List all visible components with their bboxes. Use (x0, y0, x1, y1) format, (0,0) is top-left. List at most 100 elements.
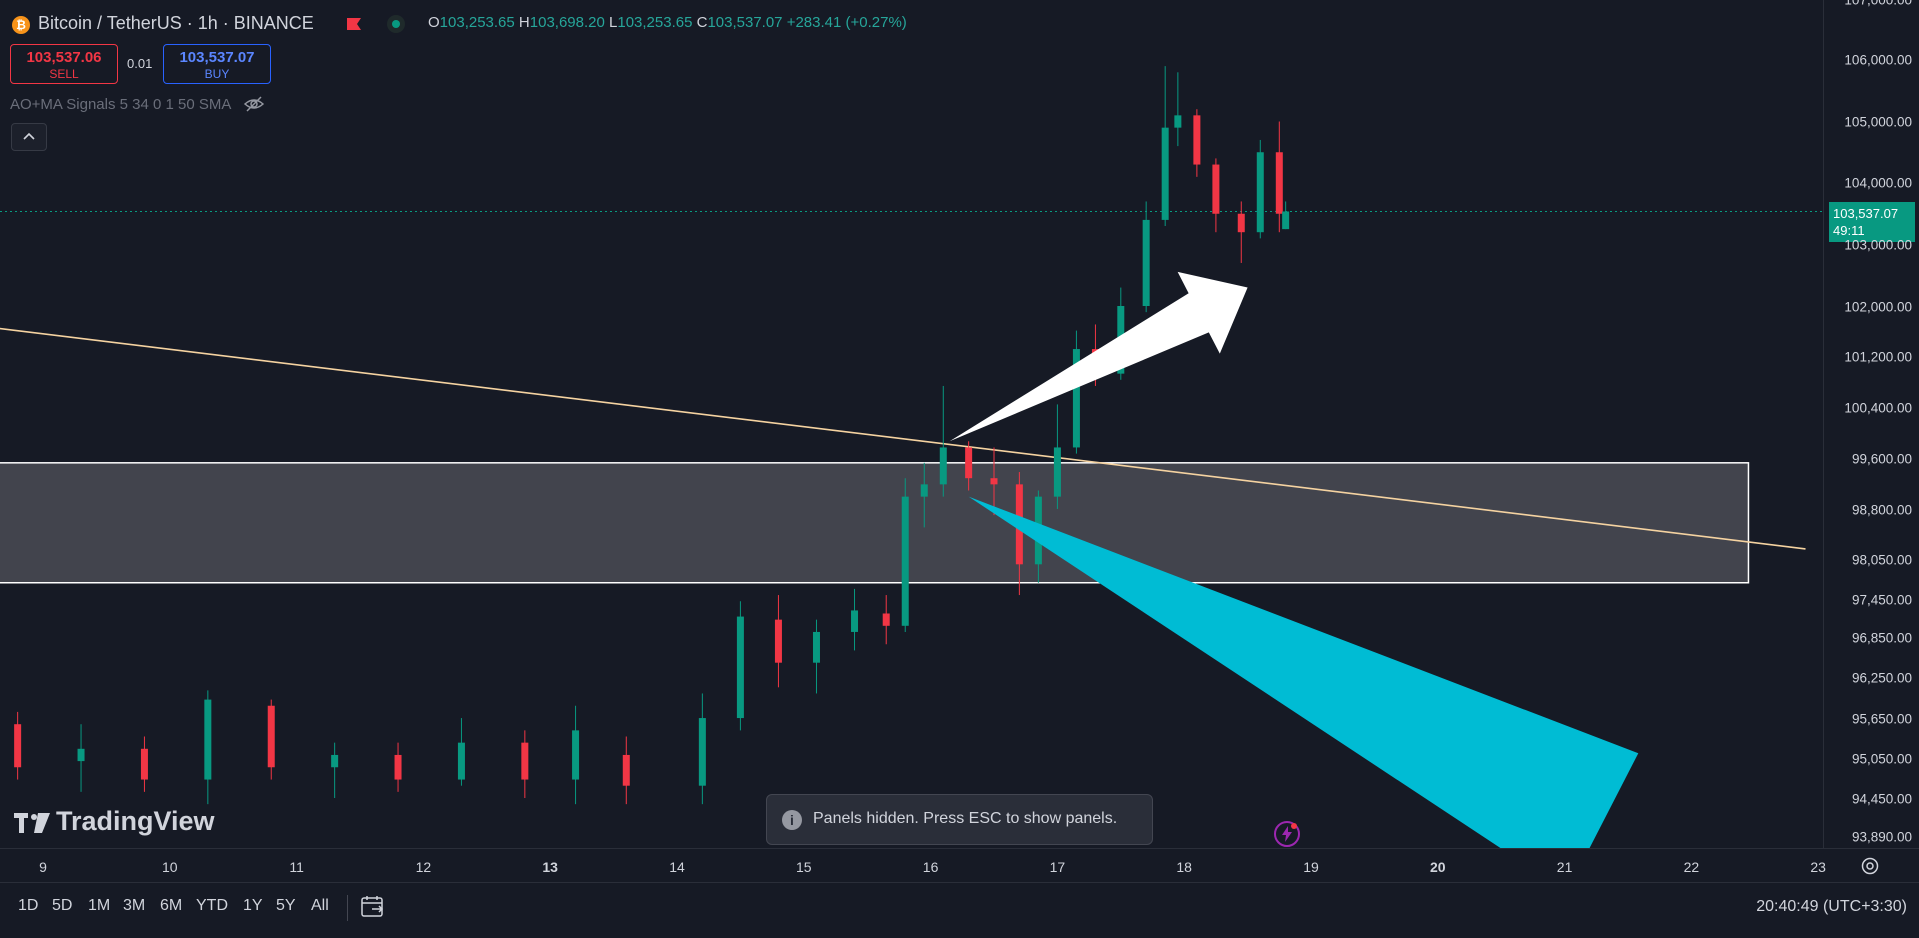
price-tick-label: 94,450.00 (1851, 791, 1912, 807)
time-tick-label: 22 (1683, 859, 1700, 875)
price-tick-label: 95,050.00 (1851, 751, 1912, 767)
candle-body (331, 754, 339, 768)
candle-countdown: 49:11 (1833, 223, 1865, 238)
range-button-5y[interactable]: 5Y (276, 897, 296, 914)
candle-body (1174, 115, 1182, 128)
price-tick-label: 104,000.00 (1844, 175, 1912, 191)
low-label: L (609, 14, 618, 31)
current-price: 103,537.07 (1833, 206, 1899, 221)
tradingview-wordmark: TradingView (56, 806, 215, 836)
time-tick-label: 21 (1556, 859, 1573, 875)
candle-body (1237, 213, 1245, 233)
candle-body (1142, 219, 1150, 306)
collapse-legend-button[interactable] (11, 123, 47, 151)
price-tick-label: 97,450.00 (1851, 592, 1912, 608)
candle-body (1275, 152, 1283, 214)
price-scale[interactable]: 103,537.07 49:11 107,000.00 106,000.00 105… (1823, 0, 1919, 848)
time-tick-label: 15 (796, 859, 812, 875)
candle-body (457, 742, 465, 780)
tradingview-icon (14, 812, 50, 833)
ohlc-values: O103,253.65 H103,698.20 L103,253.65 C103… (428, 14, 907, 31)
rectangle-zone (0, 462, 1750, 584)
calendar-goto-icon[interactable] (360, 894, 386, 920)
candle-body (851, 610, 859, 632)
buy-button[interactable]: 103,537.07 BUY (163, 44, 271, 84)
range-button-5d[interactable]: 5D (52, 897, 73, 914)
sell-button[interactable]: 103,537.06 SELL (10, 44, 118, 84)
price-tick-label: 105,000.00 (1844, 114, 1912, 130)
panels-hidden-toast[interactable]: i Panels hidden. Press ESC to show panel… (766, 794, 1153, 845)
candle-body (965, 447, 973, 479)
candle-body (77, 748, 85, 762)
flag-icon[interactable] (345, 15, 363, 33)
price-tick-label: 99,600.00 (1851, 451, 1912, 467)
candle-body (882, 613, 890, 626)
candle-body (140, 748, 148, 780)
range-button-1y[interactable]: 1Y (243, 897, 263, 914)
candle-body (698, 718, 706, 786)
cyan-arrow (968, 496, 1639, 848)
spread-value: 0.01 (127, 56, 153, 71)
chart-area[interactable] (0, 0, 1823, 848)
time-tick-label: 9 (39, 859, 47, 875)
axis-settings-icon[interactable] (1860, 856, 1880, 876)
open-label: O (428, 14, 440, 31)
market-status-icon[interactable] (387, 15, 405, 33)
candle-body (572, 730, 580, 780)
candle-body (1161, 127, 1169, 220)
price-chart[interactable] (0, 0, 1823, 848)
candle-body (812, 631, 820, 663)
candle-body (394, 754, 402, 780)
candle-body (736, 616, 744, 719)
price-tick-label: 106,000.00 (1844, 52, 1912, 68)
bitcoin-logo: ₿ (12, 16, 30, 34)
candle-body (939, 447, 947, 485)
time-tick-label: 23 (1810, 859, 1826, 875)
eye-crossed-icon[interactable] (243, 95, 265, 113)
close-label: C (696, 14, 708, 31)
range-button-1m[interactable]: 1M (88, 897, 111, 914)
symbol-title[interactable]: Bitcoin / TetherUS · 1h · BINANCE (38, 13, 314, 33)
range-button-3m[interactable]: 3M (123, 897, 146, 914)
range-button-6m[interactable]: 6M (160, 897, 183, 914)
range-button-all[interactable]: All (311, 897, 329, 914)
sell-price: 103,537.06 (26, 49, 102, 66)
candle-body (622, 754, 630, 786)
close-value: 103,537.07 (707, 14, 783, 31)
toolbar-separator (347, 895, 348, 921)
lightning-bolt-icon[interactable] (1273, 820, 1301, 848)
candle-body (1212, 164, 1220, 214)
white-arrow (949, 271, 1248, 442)
price-tick-label: 107,000.00 (1844, 0, 1912, 8)
range-button-ytd[interactable]: YTD (196, 897, 228, 914)
candle-body (267, 705, 275, 768)
price-tick-label: 102,000.00 (1844, 299, 1912, 315)
indicator-legend[interactable]: AO+MA Signals 5 34 0 1 50 SMA (10, 96, 232, 113)
candle-body (14, 724, 22, 768)
tradingview-logo[interactable]: TradingView (14, 806, 215, 837)
price-tick-label: 101,200.00 (1844, 349, 1912, 365)
candle-body (990, 478, 998, 485)
candle-body (521, 742, 529, 780)
timezone-clock[interactable]: 20:40:49 (UTC+3:30) (1756, 898, 1907, 915)
time-tick-label: 14 (669, 859, 685, 875)
time-tick-label: 16 (922, 859, 939, 875)
time-tick-label: 10 (162, 859, 178, 875)
range-button-1d[interactable]: 1D (18, 897, 39, 914)
time-axis[interactable]: 9 10 11 12 13 14 15 16 17 18 19 20 21 22 23 (0, 848, 1919, 883)
candle-body (1072, 349, 1080, 448)
candle-body (1256, 152, 1264, 233)
current-price-tag: 103,537.07 49:11 (1829, 202, 1915, 242)
change-value: +283.41 (+0.27%) (786, 14, 907, 31)
price-tick-label: 103,000.00 (1844, 237, 1912, 253)
time-tick-label: 17 (1049, 859, 1066, 875)
candle-body (774, 619, 782, 663)
high-value: 103,698.20 (529, 14, 605, 31)
time-tick-label: 11 (289, 859, 304, 875)
candle-body (1053, 447, 1061, 497)
candle-body (1282, 211, 1290, 230)
candle-body (204, 699, 212, 780)
time-tick-label: 12 (415, 859, 432, 875)
price-tick-label: 95,650.00 (1851, 711, 1912, 727)
price-tick-label: 96,850.00 (1851, 630, 1912, 646)
